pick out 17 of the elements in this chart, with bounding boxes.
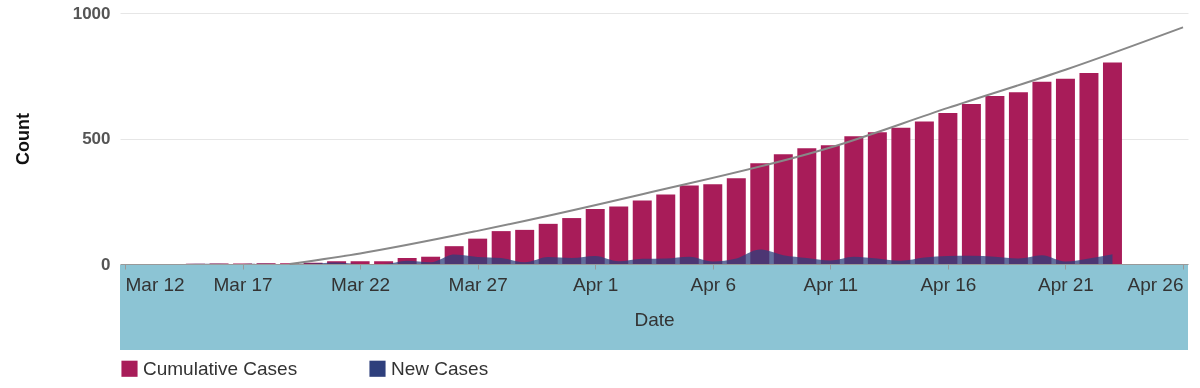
- x-tick-label: Mar 22: [331, 273, 391, 295]
- x-tick-label: Apr 16: [920, 273, 977, 295]
- x-tick-label: Mar 17: [213, 273, 273, 295]
- x-tick-label: Apr 26: [1127, 273, 1184, 295]
- x-tick-label: Mar 12: [125, 273, 185, 295]
- y-axis-title: Count: [12, 113, 33, 165]
- x-tick-label: Apr 1: [573, 273, 619, 295]
- x-tick-label: Apr 11: [803, 273, 859, 295]
- y-tick-label: 1000: [72, 3, 111, 23]
- x-tick-label: Apr 6: [690, 273, 736, 295]
- x-axis-title: Date: [634, 308, 675, 330]
- y-tick-label: 500: [82, 129, 111, 148]
- x-tick-label: Apr 21: [1037, 273, 1094, 295]
- legend-label: New Cases: [391, 357, 489, 379]
- y-tick-label: 0: [101, 254, 111, 274]
- x-tick-label: Mar 27: [448, 273, 508, 295]
- legend-label: Cumulative Cases: [143, 357, 298, 379]
